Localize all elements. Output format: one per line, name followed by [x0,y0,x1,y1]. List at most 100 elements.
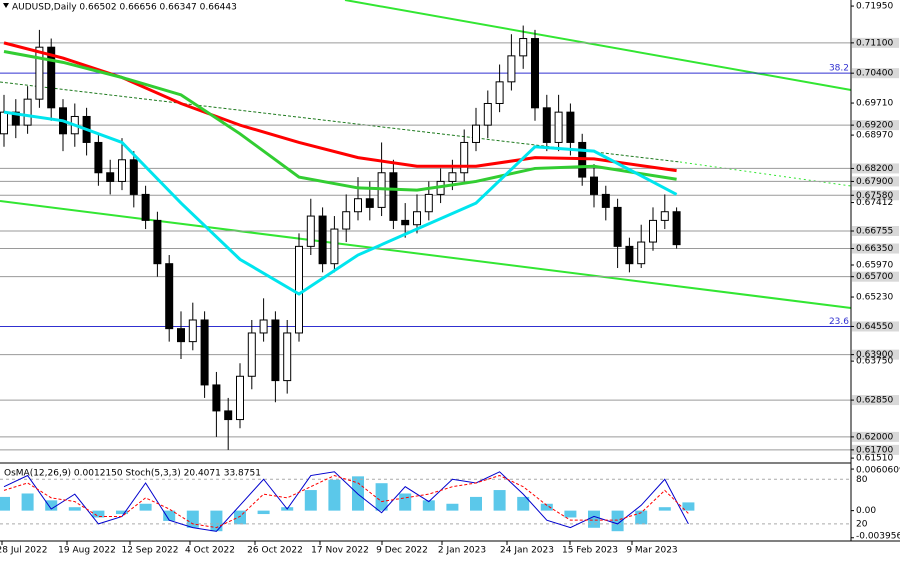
level-label-box [852,271,899,282]
candle-body [354,198,362,213]
y-tick-label: 0.68200 [856,164,893,174]
y-tick-label: 0.64550 [856,322,893,332]
osma-bar [92,510,105,518]
x-tick-label: 19 Aug 2022 [58,546,116,556]
osma-bar [0,496,10,511]
candle-body [590,176,598,195]
x-tick-label: 9 Mar 2023 [626,546,677,556]
y-tick-label: 0.69200 [856,121,893,131]
trend-line-ext [679,161,852,187]
osma-bar [446,503,459,511]
candle-body [495,81,504,104]
osma-bar [470,496,482,511]
osma-bar [257,510,270,515]
stoch-tick-label: 20 [856,519,868,529]
level-label-box [852,243,899,254]
osma-bar [658,507,671,511]
candle-body [129,159,138,195]
osma-bar [564,510,577,518]
osma-bar [588,510,600,528]
y-tick-label: 0.63900 [856,350,893,360]
fib-label: 38.2 [829,64,849,74]
osma-bar [635,510,648,525]
moving-average [3,50,677,192]
y-tick-label: 0.69710 [856,99,893,109]
candle-body [566,111,575,143]
y-tick-label: 0.61510 [856,454,893,464]
candle-body [637,241,646,265]
candle-body [141,193,150,221]
osma-bar [517,496,530,511]
y-tick-label: 0.65970 [856,260,893,270]
y-tick-label: 0.65700 [856,272,893,282]
moving-average [3,110,678,296]
candle-body [649,219,657,243]
candle-body [212,384,221,412]
y-tick-label: 0.67580 [856,191,893,201]
candle-body [389,172,398,221]
candle-body [200,319,209,386]
osma-bar [45,500,58,511]
osma-bar [68,507,81,511]
level-label-box [852,68,899,79]
y-tick-label: 0.66350 [856,244,893,254]
candle-body [224,410,233,421]
candle-body [306,215,315,247]
y-tick-label: 0.71950 [856,2,893,12]
candle-body [118,159,126,182]
channel-upper [344,0,852,91]
level-label-box [852,190,899,201]
level-label-box [852,163,899,174]
candle-body [460,141,469,174]
osma-bar [422,500,435,511]
level-label-box [852,120,899,131]
x-tick-label: 15 Feb 2023 [562,546,618,556]
y-tick-label: 0.63750 [856,357,893,367]
osma-bar [540,503,553,511]
osma-tick-label: -0.003956 [856,532,900,542]
candle-body [672,211,681,246]
osma-bar [304,490,317,511]
candle-body [153,219,162,265]
x-tick-label: 9 Dec 2022 [376,546,428,556]
candle-body [271,319,280,382]
level-label-box [852,37,899,48]
osma-bar [21,493,34,511]
candle-body [613,206,622,247]
y-tick-label: 0.65230 [856,293,893,303]
candle-body [94,141,103,174]
osma-tick-label: 0.00 [856,506,876,516]
level-label-box [852,444,899,455]
candle-body [330,228,339,265]
osma-bar [375,483,388,511]
candle-body [35,46,44,100]
x-tick-label: 17 Nov 2022 [311,546,369,556]
x-tick-label: 28 Jul 2022 [0,546,47,556]
candle-body [318,215,327,265]
candle-body [413,211,421,226]
candle-body [507,55,516,83]
chart-title: AUDUSD,Daily 0.66502 0.66656 0.66347 0.6… [12,3,237,13]
candle-body [625,245,634,265]
candle-body [188,319,197,343]
candle-body [295,245,303,334]
osma-bar [682,502,695,511]
osma-bar [210,510,223,532]
osma-bar [328,479,341,511]
x-tick-label: 4 Oct 2022 [185,546,235,556]
osma-bar [139,503,152,511]
candle-body [165,263,174,330]
candle-body [236,375,244,421]
candle-body [401,219,410,226]
candle-body [531,38,539,109]
candle-body [11,111,20,126]
candle-body [483,102,492,126]
candle-body [601,193,610,208]
candle-body [106,172,115,182]
x-tick-label: 24 Jan 2023 [500,546,554,556]
candle-body [177,328,185,343]
stoch-main [3,471,689,532]
y-tick-label: 0.61700 [856,445,893,455]
osma-bar [399,493,412,511]
